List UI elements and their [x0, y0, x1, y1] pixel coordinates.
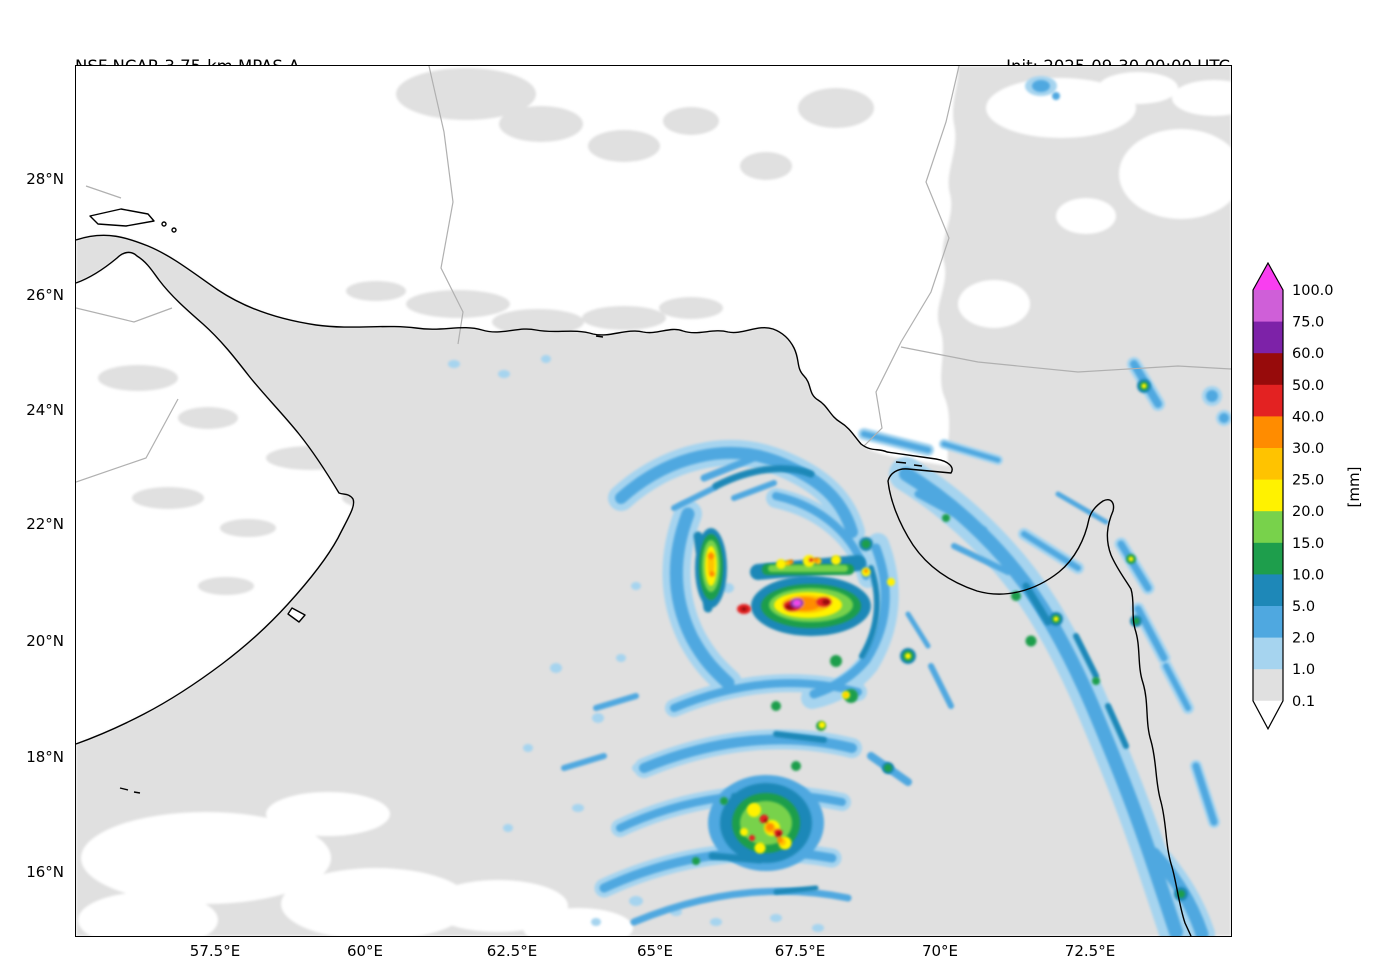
- colorbar-segment: [1253, 480, 1283, 512]
- colorbar-tick-label: 30.0: [1292, 441, 1324, 457]
- x-tick-label: 57.5°E: [170, 942, 260, 960]
- y-tick-label: 20°N: [0, 632, 64, 650]
- colorbar-segment: [1253, 322, 1283, 354]
- x-tick-label: 70°E: [895, 942, 985, 960]
- colorbar-segment: [1253, 385, 1283, 417]
- y-tick-label: 22°N: [0, 515, 64, 533]
- x-tick-label: 65°E: [610, 942, 700, 960]
- colorbar-unit-label: [mm]: [1345, 465, 1363, 509]
- weather-map-figure: { "header": { "title_line1": "NSF NCAR 3…: [0, 0, 1378, 977]
- colorbar-tick-label: 10.0: [1292, 567, 1324, 583]
- x-tick-label: 62.5°E: [467, 942, 557, 960]
- colorbar-tick-label: 15.0: [1292, 536, 1324, 552]
- colorbar-tick-label: 40.0: [1292, 409, 1324, 425]
- colorbar-tick-label: 25.0: [1292, 473, 1324, 489]
- colorbar-segment: [1253, 606, 1283, 638]
- y-tick-label: 26°N: [0, 286, 64, 304]
- map-frame: [75, 65, 1232, 937]
- x-tick-label: 60°E: [320, 942, 410, 960]
- y-tick-label: 16°N: [0, 863, 64, 881]
- colorbar-tick-label: 1.0: [1292, 662, 1315, 678]
- y-tick-label: 18°N: [0, 748, 64, 766]
- colorbar-segment: [1253, 353, 1283, 385]
- colorbar-tick-label: 50.0: [1292, 378, 1324, 394]
- x-tick-label: 67.5°E: [755, 942, 845, 960]
- colorbar-tick-label: 75.0: [1292, 315, 1324, 331]
- colorbar-triangle: [1253, 263, 1283, 290]
- colorbar-tick-label: 20.0: [1292, 504, 1324, 520]
- x-tick-label: 72.5°E: [1045, 942, 1135, 960]
- colorbar-triangle: [1253, 701, 1283, 729]
- colorbar-tick-label: 100.0: [1292, 283, 1334, 299]
- colorbar-segment: [1253, 511, 1283, 543]
- y-tick-label: 28°N: [0, 170, 64, 188]
- map-canvas: [76, 66, 1231, 936]
- colorbar-segment: [1253, 290, 1283, 322]
- colorbar-tick-label: 2.0: [1292, 631, 1315, 647]
- colorbar-segment: [1253, 669, 1283, 701]
- colorbar-tick-label: 5.0: [1292, 599, 1315, 615]
- colorbar-tick-label: 0.1: [1292, 694, 1315, 710]
- colorbar-segment: [1253, 416, 1283, 448]
- colorbar-segment: [1253, 574, 1283, 606]
- colorbar-segment: [1253, 448, 1283, 480]
- colorbar-tick-label: 60.0: [1292, 346, 1324, 362]
- colorbar-segment: [1253, 638, 1283, 670]
- colorbar-segment: [1253, 543, 1283, 575]
- y-tick-label: 24°N: [0, 401, 64, 419]
